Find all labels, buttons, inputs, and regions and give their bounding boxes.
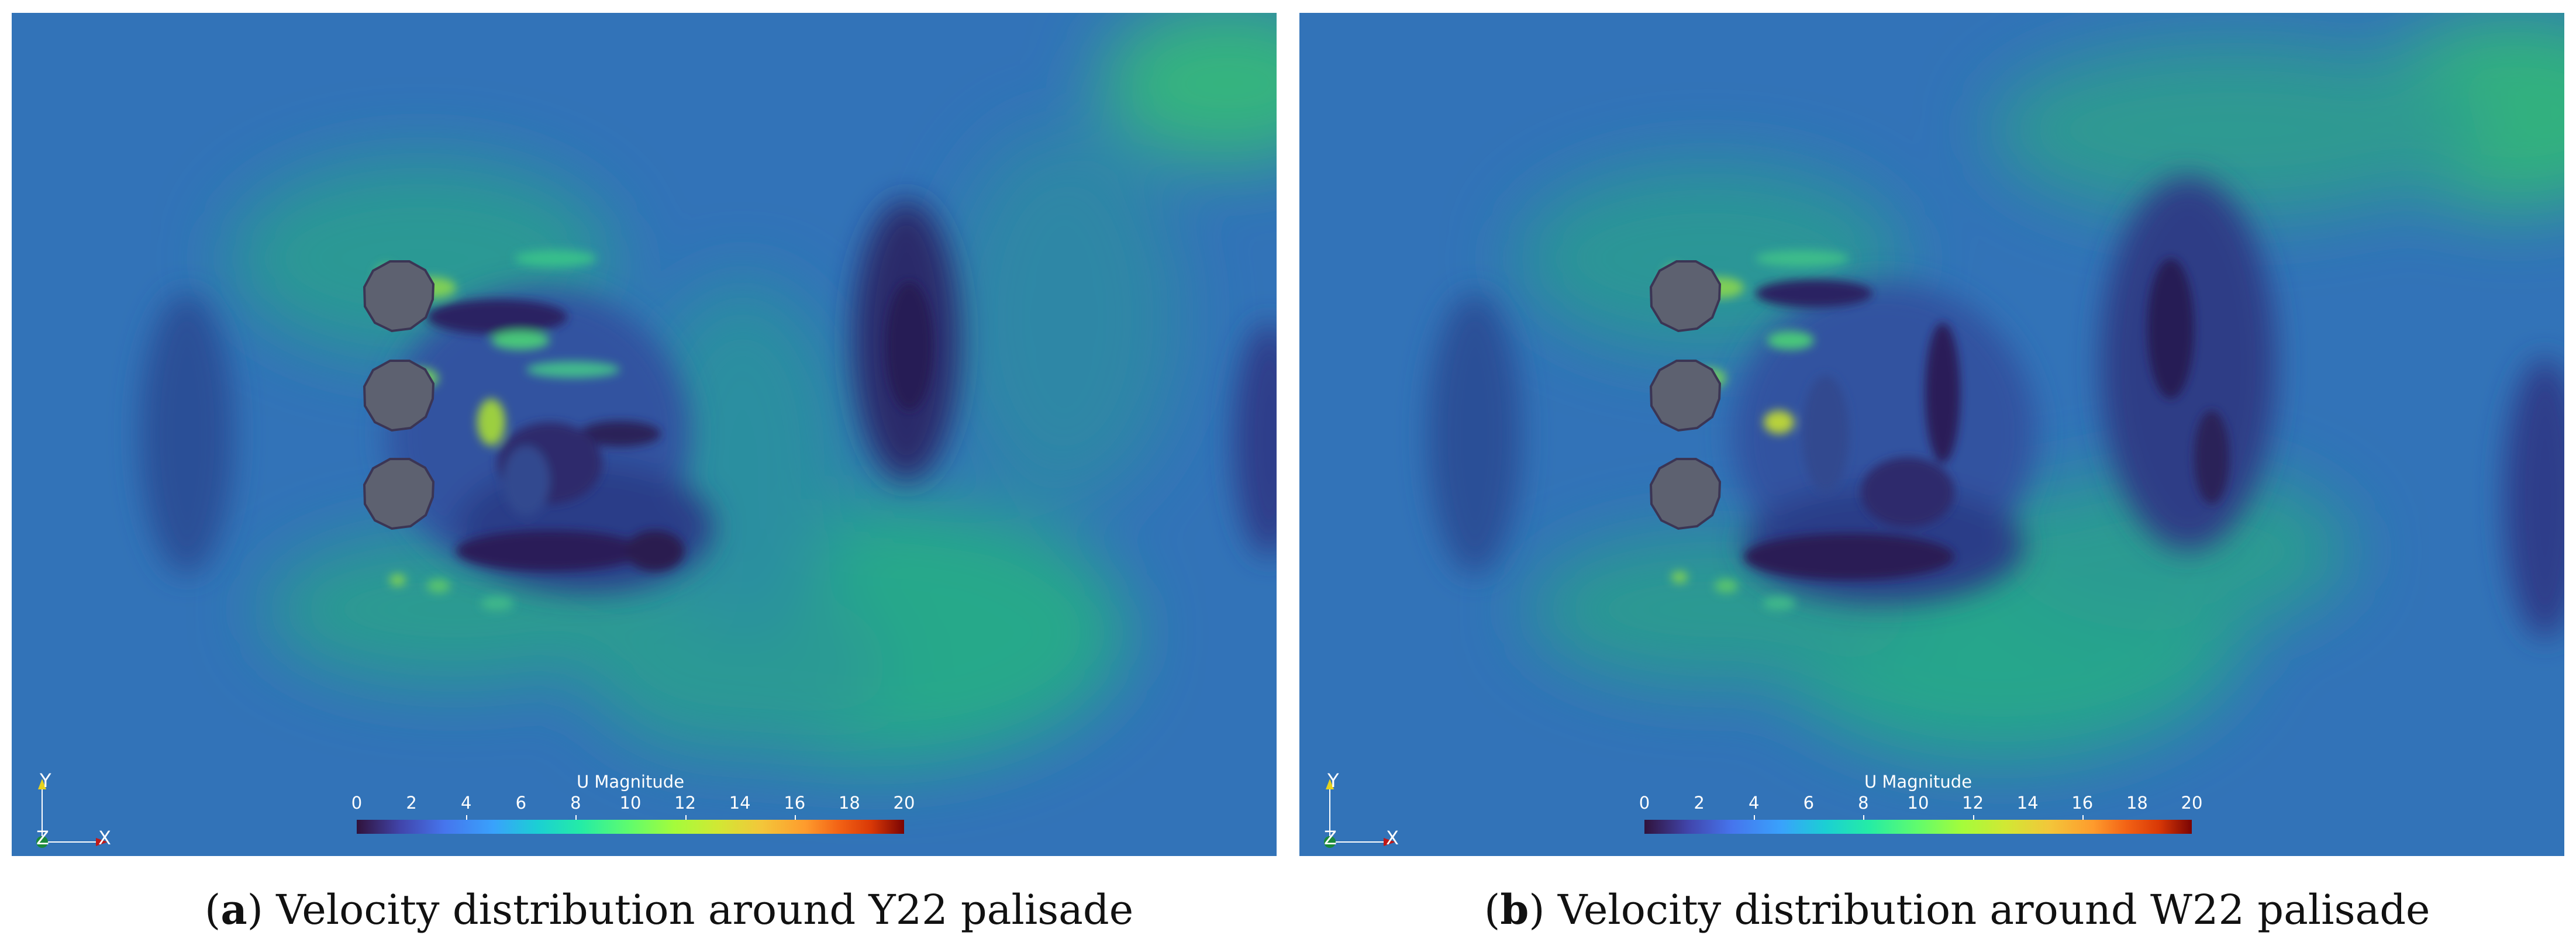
colorbar-tick-mark — [575, 815, 577, 821]
colorbar-tick-label: 2 — [406, 793, 417, 813]
axis-z-label: Z — [36, 827, 49, 849]
caption-text: Velocity distribution around Y22 palisad… — [276, 886, 1134, 934]
colorbar-tick-label: 10 — [1907, 793, 1929, 813]
axis-x-label: X — [1386, 827, 1399, 849]
colorbar-tick-label: 2 — [1694, 793, 1705, 813]
colorbar-tick-label: 14 — [729, 793, 751, 813]
axis-x-label: X — [98, 827, 111, 849]
axes-triad-icon — [36, 779, 108, 848]
colorbar-tick-mark — [2082, 815, 2084, 821]
pile-group-b — [1649, 260, 1722, 530]
colorbar-gradient — [357, 820, 904, 834]
caption-letter: a — [220, 885, 247, 934]
colorbar-a: U Magnitude 0 2 4 6 8 10 12 14 16 18 20 — [351, 772, 915, 836]
colorbar-tick-mark — [685, 815, 687, 821]
colorbar-tick-label: 0 — [1639, 793, 1650, 813]
caption-letter: b — [1500, 885, 1529, 934]
velocity-field-image-a — [12, 13, 1277, 856]
colorbar-title: U Magnitude — [1864, 772, 1972, 792]
colorbar-tick-label: 0 — [351, 793, 363, 813]
orientation-axes-a: Y Z X — [19, 755, 147, 855]
colorbar-tick-label: 8 — [570, 793, 581, 813]
colorbar-tick-label: 20 — [893, 793, 915, 813]
colorbar-tick-label: 8 — [1858, 793, 1869, 813]
colorbar-tick-label: 16 — [2071, 793, 2094, 813]
colorbar-tick-mark — [1863, 815, 1865, 821]
colorbar-tick-label: 16 — [784, 793, 806, 813]
axes-triad-icon — [1324, 779, 1395, 848]
colorbar-tick-label: 6 — [515, 793, 527, 813]
colorbar-tick-label: 6 — [1803, 793, 1815, 813]
colorbar-gradient — [1644, 820, 2192, 834]
colorbar-b: U Magnitude 0 2 4 6 8 10 12 14 16 18 20 — [1639, 772, 2202, 836]
colorbar-tick-label: 18 — [838, 793, 860, 813]
colorbar-tick-mark — [794, 815, 796, 821]
colorbar-tick-label: 20 — [2181, 793, 2203, 813]
colorbar-tick-label: 12 — [1962, 793, 1984, 813]
colorbar-title: U Magnitude — [576, 772, 685, 792]
figure-caption-a: (a) Velocity distribution around Y22 pal… — [205, 885, 1134, 934]
colorbar-tick-label: 14 — [2016, 793, 2039, 813]
figure-caption-b: (b) Velocity distribution around W22 pal… — [1484, 885, 2430, 934]
colorbar-tick-label: 18 — [2126, 793, 2148, 813]
axis-z-label: Z — [1324, 827, 1337, 849]
caption-text: Velocity distribution around W22 palisad… — [1557, 886, 2430, 934]
colorbar-tick-label: 4 — [460, 793, 472, 813]
colorbar-tick-mark — [466, 815, 468, 821]
colorbar-tick-label: 4 — [1748, 793, 1760, 813]
colorbar-tick-mark — [1754, 815, 1756, 821]
colorbar-tick-mark — [1972, 815, 1974, 821]
axis-y-label: Y — [40, 769, 51, 792]
colorbar-tick-label: 10 — [619, 793, 642, 813]
velocity-field-image-b — [1299, 13, 2564, 856]
colorbar-tick-label: 12 — [674, 793, 696, 813]
axis-y-label: Y — [1327, 769, 1339, 792]
velocity-field-panel-b: U Magnitude 0 2 4 6 8 10 12 14 16 18 20 … — [1299, 13, 2564, 856]
velocity-field-panel-a: U Magnitude 0 2 4 6 8 10 12 14 16 18 20 … — [12, 13, 1277, 856]
pile-group-a — [363, 260, 435, 530]
orientation-axes-b: Y Z X — [1306, 755, 1435, 855]
